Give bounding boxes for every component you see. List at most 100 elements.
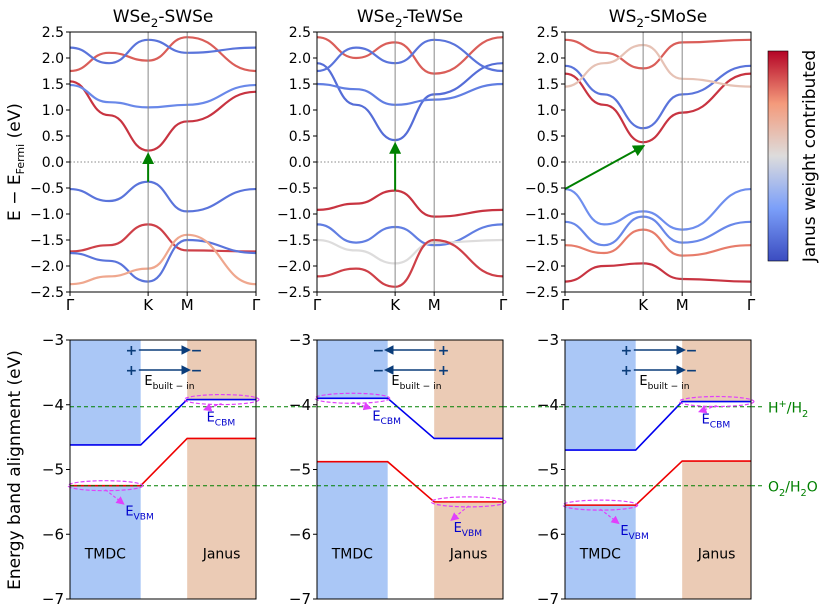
band-panel-2: WSe2-TeWSe 2.5 2.0 1.5 1.0 0.5 0.0 −0.5 −1.0 −1.5… — [277, 7, 508, 314]
y-tick-label: 1.5 — [289, 77, 311, 93]
ecbm-arrow — [698, 404, 717, 414]
vbm-line — [565, 460, 751, 506]
band-vb-4 — [70, 233, 256, 286]
y-tick-label: 2.5 — [537, 25, 559, 41]
x-tick-label: M — [181, 296, 194, 314]
tmdc-label: TMDC — [331, 547, 373, 563]
x-tick-label: Γ — [499, 296, 508, 314]
charge-right: − — [191, 363, 203, 379]
janus-block-upper — [682, 340, 751, 402]
y-tick-label: −2.5 — [30, 285, 64, 301]
vbm-line — [317, 460, 503, 503]
ecbm-ellipse — [183, 393, 260, 406]
y-tick-label: −1.5 — [30, 233, 64, 249]
y-tick-label: −0.5 — [277, 181, 311, 197]
y-tick-label: 0.0 — [537, 155, 559, 171]
y-tick-label: −1.0 — [277, 207, 311, 223]
ref-label-o: O2/H2O — [768, 480, 818, 499]
tmdc-label: TMDC — [579, 547, 621, 563]
x-tick-label: Γ — [561, 296, 570, 314]
y-tick-label: 1.5 — [42, 77, 64, 93]
y-tick-label: −2.0 — [525, 259, 559, 275]
y-tick-label: 1.0 — [289, 103, 311, 119]
band-panel-3: WS2-SMoSe 2.5 2.0 1.5 1.0 0.5 0.0 −0.5 −1.0 −1.5 −… — [525, 7, 756, 314]
colorbar — [767, 50, 789, 262]
band-vb-2 — [70, 223, 256, 253]
band-cb-3 — [317, 36, 503, 75]
alignment-area — [565, 340, 751, 599]
y-tick-label: −6 — [42, 525, 64, 543]
y-tick-label: 2.0 — [289, 51, 311, 67]
evbm-ellipse — [67, 480, 144, 492]
charge-right: − — [686, 343, 698, 359]
band-cb-2 — [317, 82, 503, 106]
band-vb-3 — [317, 238, 503, 265]
band-panel-1: WSe2-SWSe 2.5 2.0 1.5 1.0 0.5 0.0 −0.5 −1.0 −1.5 −… — [30, 7, 261, 314]
ref-label-h: H+/H2 — [768, 399, 808, 420]
charge-right: − — [191, 343, 203, 359]
y-tick-label: −3 — [42, 331, 64, 349]
y-tick-label: 2.0 — [537, 51, 559, 67]
ecbm-ellipse — [678, 395, 755, 408]
y-tick-label: −4 — [537, 396, 559, 414]
panel-title: WSe2-TeWSe — [357, 7, 463, 30]
ebuiltin-label: Ebuilt − in — [391, 374, 441, 392]
y-tick-label: −0.5 — [525, 181, 559, 197]
evbm-ellipse — [562, 499, 639, 511]
ecbm-label: ECBM — [372, 409, 401, 427]
charge-left: − — [373, 343, 385, 359]
charge-right: + — [438, 343, 450, 359]
band-cb-1 — [317, 62, 503, 142]
x-tick-label: K — [143, 296, 154, 314]
band-vb-2 — [317, 223, 503, 247]
ebuiltin-label: Ebuilt − in — [639, 374, 689, 392]
y-tick-label: −2.5 — [277, 285, 311, 301]
janus-block-lower — [434, 501, 503, 599]
charge-right: + — [438, 363, 450, 379]
janus-block-lower — [682, 461, 751, 599]
ebuiltin-label: Ebuilt − in — [144, 374, 194, 392]
y-tick-label: 1.0 — [42, 103, 64, 119]
y-tick-label: 1.5 — [537, 77, 559, 93]
x-tick-label: Γ — [313, 296, 322, 314]
charge-left: + — [126, 363, 138, 379]
y-tick-label: 0.0 — [289, 155, 311, 171]
y-tick-label: 0.5 — [42, 129, 64, 145]
y-tick-label: −1.0 — [525, 207, 559, 223]
ylabel-bottom: Energy band alignment (eV) — [5, 350, 25, 590]
cbm-line — [70, 398, 256, 446]
gap-arrow — [564, 145, 646, 190]
y-tick-label: −2.5 — [525, 285, 559, 301]
y-tick-label: 2.5 — [42, 25, 64, 41]
y-tick-label: −0.5 — [30, 181, 64, 197]
tmdc-block-lower — [70, 485, 141, 599]
y-tick-label: −4 — [42, 396, 64, 414]
y-tick-label: −6 — [289, 525, 311, 543]
y-tick-label: 0.0 — [42, 155, 64, 171]
x-tick-label: K — [638, 296, 649, 314]
ecbm-arrow — [352, 401, 372, 411]
evbm-label: EVBM — [125, 505, 154, 523]
tmdc-block-upper — [70, 340, 141, 445]
tmdc-block-upper — [565, 340, 636, 451]
evbm-arrow — [450, 505, 469, 521]
band-vb-3 — [70, 238, 256, 283]
y-tick-label: −2.0 — [277, 259, 311, 275]
cbm-line — [565, 400, 751, 451]
alignment-area — [70, 340, 256, 599]
janus-label: Janus — [202, 547, 241, 563]
ecbm-arrow — [203, 403, 222, 412]
band-vb-1 — [317, 189, 503, 218]
y-tick-label: −3 — [289, 331, 311, 349]
y-tick-label: −7 — [42, 590, 64, 608]
tmdc-block-lower — [317, 461, 388, 599]
ecbm-label: ECBM — [702, 413, 731, 431]
janus-label: Janus — [449, 547, 488, 563]
band-cb-2 — [565, 64, 751, 130]
band-vb-2 — [565, 215, 751, 247]
y-tick-label: −1.5 — [277, 233, 311, 249]
